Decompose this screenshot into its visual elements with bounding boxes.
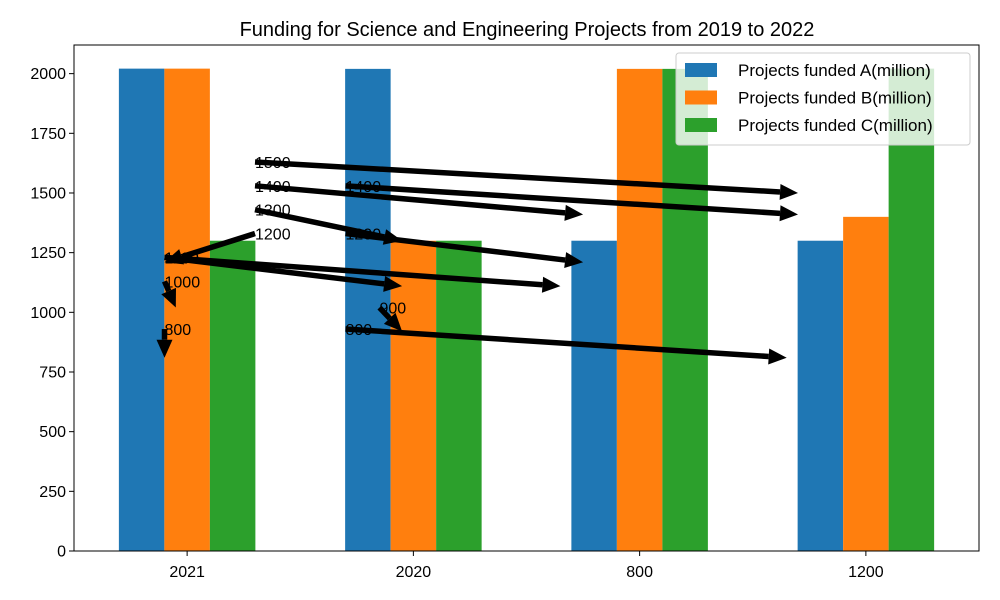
annotation-label: 800: [165, 322, 192, 339]
y-tick-label: 1250: [30, 245, 66, 262]
y-tick-label: 500: [39, 424, 66, 441]
annotation-label: 1000: [165, 274, 201, 291]
annotation-arrow: [345, 326, 769, 360]
annotation-arrow: [161, 280, 172, 293]
y-tick-label: 1000: [30, 305, 66, 322]
annotation-arrow: [254, 183, 566, 216]
legend-box: [675, 52, 971, 146]
legend-label: Projects funded A(million): [738, 61, 931, 80]
x-tick-label: 1200: [848, 564, 884, 581]
bar: [797, 240, 844, 551]
annotations-group: 1500140013001200110010008001400120011009…: [156, 155, 798, 365]
annotation-arrow: [345, 230, 566, 263]
annotation-arrowhead: [779, 205, 798, 222]
bar: [571, 240, 617, 551]
legend-label: Projects funded C(million): [738, 116, 933, 135]
annotation-arrowhead: [768, 348, 787, 365]
legend-swatch: [685, 90, 717, 105]
annotation-arrowhead: [156, 339, 173, 358]
bar: [164, 68, 210, 551]
annotation-arrowhead: [161, 287, 176, 308]
y-tick-label: 750: [39, 364, 66, 381]
annotation-arrowhead: [564, 204, 584, 221]
y-tick-label: 0: [57, 544, 66, 561]
bar: [662, 68, 708, 552]
annotation-arrow: [164, 254, 543, 288]
legend: Projects funded A(million) Projects funde…: [675, 52, 971, 146]
x-tick-label: 800: [626, 564, 653, 581]
annotation-arrowhead: [383, 276, 403, 292]
y-tick-label: 1500: [30, 185, 66, 202]
axes-group: 0 250 500 750 1000 1250 1500 1750 2000 2021 2020 80…: [30, 44, 980, 581]
legend-label: Projects funded B(million): [738, 89, 932, 108]
bar: [390, 240, 437, 551]
annotation-arrow: [254, 206, 386, 240]
annotation-arrow: [345, 183, 781, 217]
y-tick-label: 1750: [30, 126, 66, 143]
annotation-arrowhead: [564, 252, 584, 268]
x-tick-label: 2021: [169, 564, 205, 581]
annotation-arrowhead: [541, 276, 561, 293]
y-tick-label: 2000: [30, 66, 66, 83]
bar: [209, 240, 256, 551]
annotation-label: 1200: [255, 227, 291, 244]
legend-swatch: [685, 118, 717, 132]
bar: [843, 216, 889, 551]
y-tick-label: 250: [39, 484, 66, 501]
annotation-arrowhead: [383, 312, 403, 332]
bar: [118, 68, 165, 551]
bar: [436, 240, 482, 551]
annotation-arrow: [377, 305, 392, 321]
bar: [616, 68, 663, 552]
x-tick-label: 2020: [396, 564, 432, 581]
annotation-arrowhead: [779, 184, 798, 200]
chart-title: Funding for Science and Engineering Proj…: [240, 19, 815, 41]
annotation-arrow: [180, 230, 256, 260]
annotation-arrow: [254, 159, 781, 195]
plot-frame: [73, 44, 980, 552]
bars-group: [118, 68, 935, 552]
bar: [888, 68, 935, 551]
legend-swatch: [685, 63, 717, 77]
